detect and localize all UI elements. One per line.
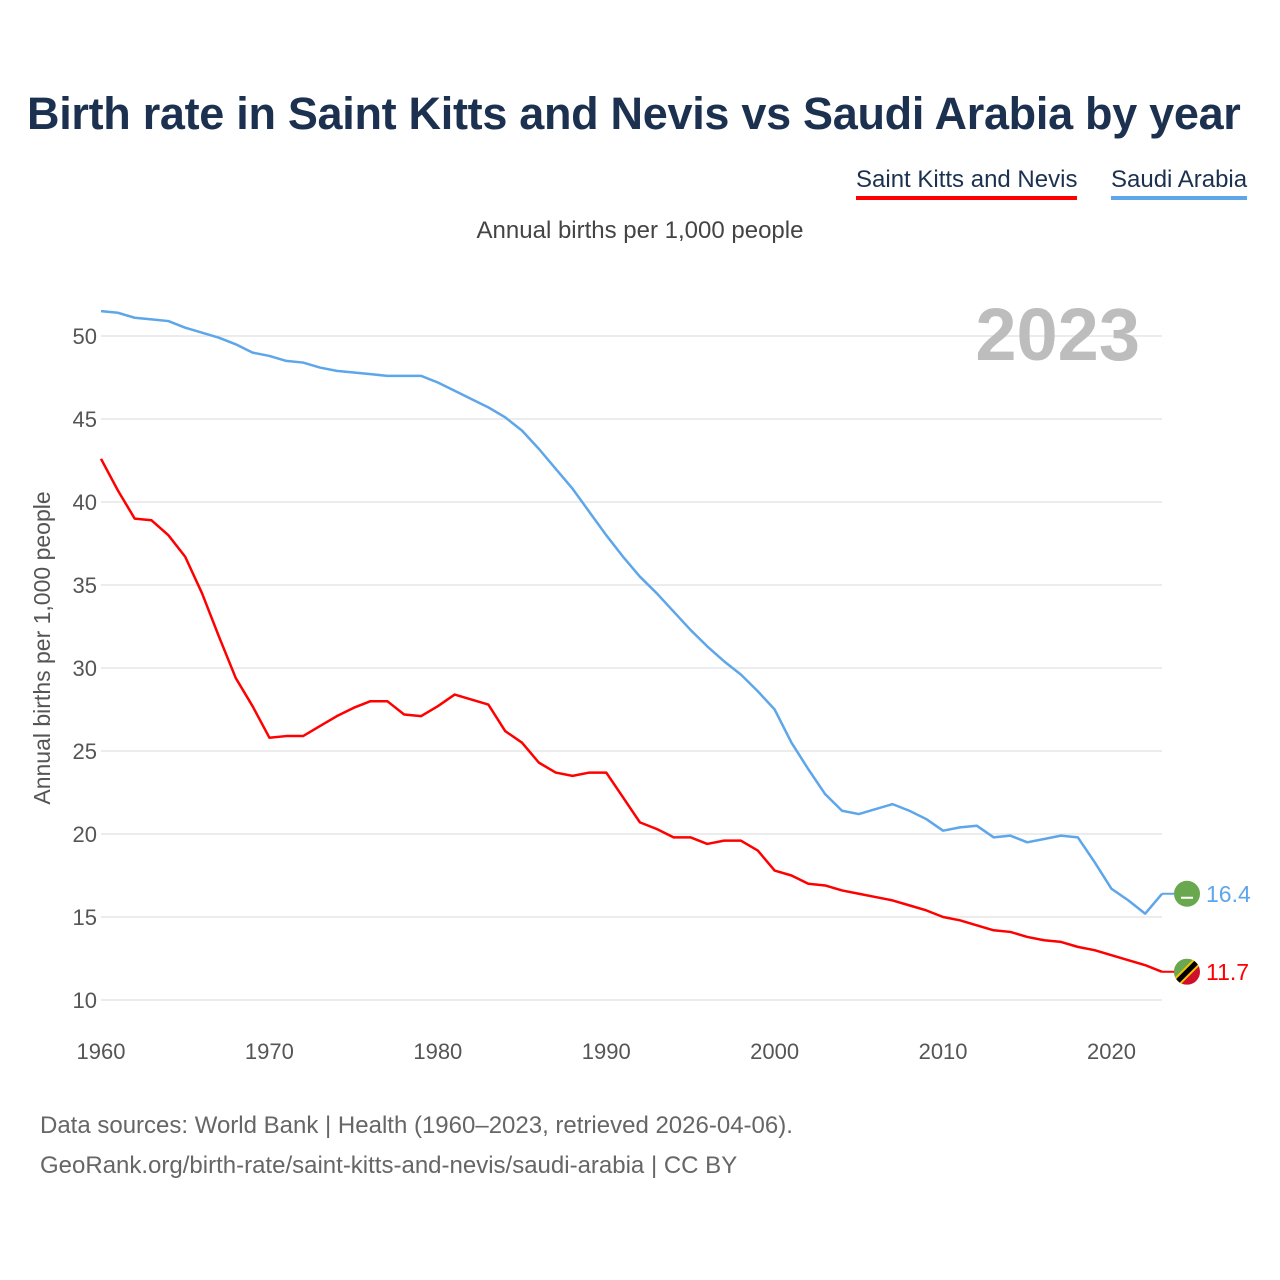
x-tick-label: 2020 bbox=[1087, 1039, 1136, 1064]
x-tick-label: 1990 bbox=[582, 1039, 631, 1064]
y-tick-label: 25 bbox=[73, 739, 97, 764]
legend-saudi-arabia[interactable]: Saudi Arabia bbox=[1111, 166, 1248, 200]
y-tick-label: 10 bbox=[73, 988, 97, 1013]
x-tick-label: 2010 bbox=[919, 1039, 968, 1064]
legend-saint-kitts-and-nevis[interactable]: Saint Kitts and Nevis bbox=[856, 166, 1078, 200]
x-tick-label: 1980 bbox=[413, 1039, 462, 1064]
chart-subtitle: Annual births per 1,000 people bbox=[476, 217, 804, 244]
x-tick-label: 2000 bbox=[750, 1039, 799, 1064]
source-line-2[interactable]: GeoRank.org/birth-rate/saint-kitts-and-n… bbox=[40, 1152, 738, 1179]
end-value-label: 11.7 bbox=[1206, 959, 1249, 985]
series-line-saint-kitts-and-nevis bbox=[99, 458, 1163, 973]
x-tick-label: 1970 bbox=[245, 1039, 294, 1064]
y-tick-label: 50 bbox=[73, 324, 97, 349]
y-tick-label: 40 bbox=[73, 490, 97, 515]
y-tick-label: 45 bbox=[73, 407, 97, 432]
chart-title: Birth rate in Saint Kitts and Nevis vs S… bbox=[27, 88, 1241, 139]
x-tick-label: 1960 bbox=[77, 1039, 126, 1064]
flag-body bbox=[1174, 958, 1200, 985]
year-watermark: 2023 bbox=[975, 293, 1140, 376]
source-note: Data sources: World Bank | Health (1960–… bbox=[40, 1106, 793, 1186]
y-axis-label: Annual births per 1,000 people bbox=[29, 491, 55, 804]
y-tick-label: 30 bbox=[73, 656, 97, 681]
flag-black-band bbox=[1174, 958, 1200, 985]
series-line-saudi-arabia bbox=[100, 309, 1163, 915]
flag-sword bbox=[1181, 896, 1193, 899]
y-tick-label: 15 bbox=[73, 905, 97, 930]
flag-saint-kitts-and-nevis-icon bbox=[1174, 958, 1200, 985]
y-tick-label: 35 bbox=[73, 573, 97, 598]
source-line-1: Data sources: World Bank | Health (1960–… bbox=[40, 1112, 793, 1139]
end-value-label: 16.4 bbox=[1206, 881, 1251, 907]
y-tick-label: 20 bbox=[73, 822, 97, 847]
flag-saudi-arabia-icon bbox=[1174, 880, 1200, 907]
